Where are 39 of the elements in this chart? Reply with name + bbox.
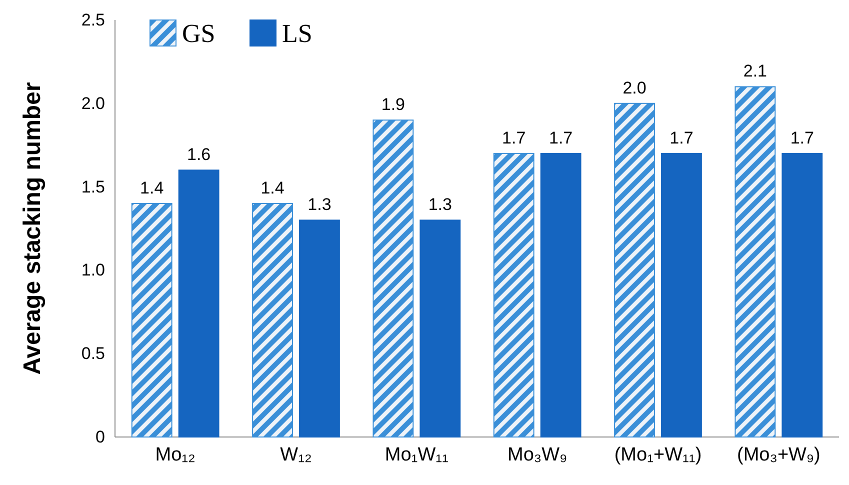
data-label: 2.0 — [622, 78, 646, 98]
x-tick-label: W₁₂ — [280, 444, 312, 466]
data-label: 1.7 — [790, 128, 814, 148]
bar — [614, 102, 655, 438]
data-label: 1.4 — [260, 178, 284, 198]
bar — [131, 202, 172, 438]
y-tick-label: 0 — [96, 427, 105, 446]
y-tick-label: 1.0 — [81, 260, 105, 280]
y-tick-label: 2.5 — [81, 10, 105, 30]
bar — [661, 152, 702, 438]
bar — [252, 202, 293, 438]
data-label: 1.6 — [186, 145, 211, 164]
bar — [782, 152, 823, 438]
data-label: 1.4 — [140, 178, 164, 198]
y-tick-label: 2.0 — [81, 94, 105, 113]
data-label: 2.1 — [743, 62, 768, 81]
bar — [178, 170, 220, 438]
legend-label: LS — [282, 19, 312, 48]
bar — [420, 220, 461, 438]
x-tick-label: (Mo₃+W₉) — [736, 444, 820, 466]
legend-label: GS — [182, 19, 216, 48]
data-label: 1.7 — [502, 128, 526, 148]
bar — [493, 152, 534, 438]
data-label: 1.7 — [548, 128, 573, 148]
y-axis-title: Average stacking number — [19, 82, 46, 375]
data-label: 1.7 — [670, 128, 694, 148]
data-label: 1.3 — [308, 195, 332, 214]
x-tick-label: (Mo₁+W₁₁) — [614, 444, 702, 466]
bar — [372, 120, 414, 438]
bar — [299, 220, 340, 438]
x-tick-label: Mo₁₂ — [155, 444, 196, 466]
y-tick-label: 0.5 — [81, 344, 105, 364]
y-tick-label: 1.5 — [81, 177, 105, 196]
data-label: 1.9 — [381, 95, 406, 114]
data-label: 1.3 — [428, 195, 452, 214]
x-tick-label: Mo₁W₁₁ — [384, 444, 448, 466]
bar — [540, 152, 582, 438]
bar — [734, 86, 776, 438]
x-tick-label: Mo₃W₉ — [508, 444, 568, 466]
